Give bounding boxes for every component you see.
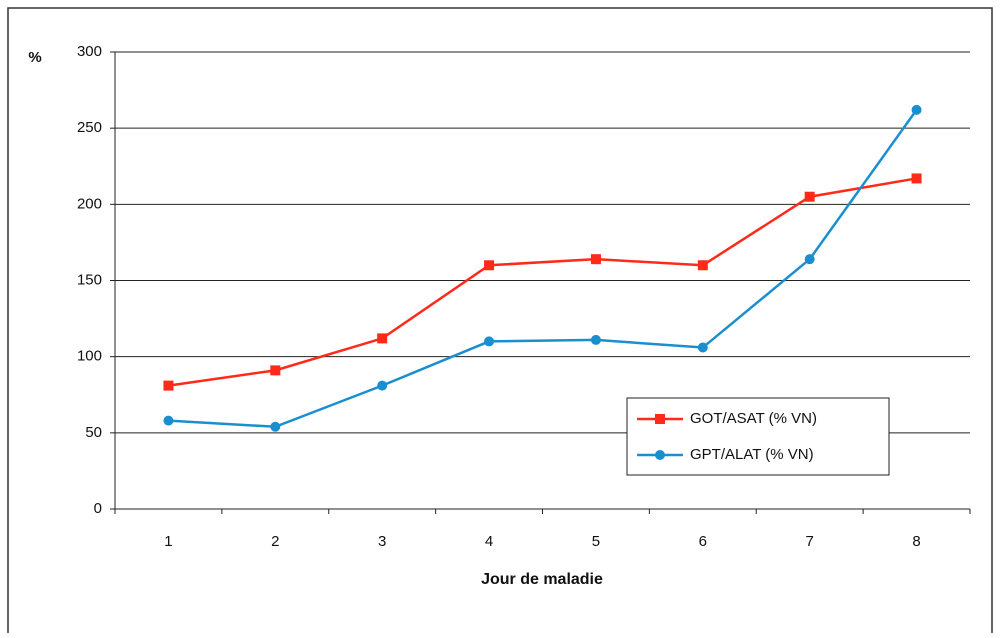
x-tick-label: 1 [164,533,172,550]
point [697,342,708,353]
point [590,334,601,345]
legend-box [626,397,890,476]
point [163,415,174,426]
frame [7,7,993,638]
point [804,254,815,265]
x-tick-label: 7 [806,533,814,550]
y-tick-label: 0 [94,500,102,517]
point [163,380,174,391]
x-axis-label: Jour de maladie [481,571,603,588]
x-tick-label: 5 [592,533,600,550]
point [377,333,388,344]
point [484,336,495,347]
legend-marker [655,414,665,424]
y-tick-label: 250 [77,119,102,136]
point [270,365,281,376]
y-tick-label: 150 [77,271,102,288]
point [804,191,815,202]
x-tick-label: 3 [378,533,386,550]
x-tick-label: 2 [271,533,279,550]
legend-label: GOT/ASAT (% VN) [690,410,817,427]
series-line [168,177,917,387]
legend-marker [655,450,665,460]
x-tick-label: 4 [485,533,493,550]
point [484,260,495,271]
x-tick-label: 6 [699,533,707,550]
y-tick-label: 200 [77,195,102,212]
y-tick-label: 100 [77,348,102,365]
y-tick-label: 300 [77,43,102,60]
legend-label: GPT/ALAT (% VN) [690,446,814,463]
y-axis-label: % [28,49,41,66]
series-line [168,109,918,429]
point [377,380,388,391]
x-tick-label: 8 [912,533,920,550]
point [697,260,708,271]
point [590,254,601,265]
point [911,173,922,184]
y-tick-label: 50 [85,424,102,441]
point [911,104,922,115]
point [270,421,281,432]
